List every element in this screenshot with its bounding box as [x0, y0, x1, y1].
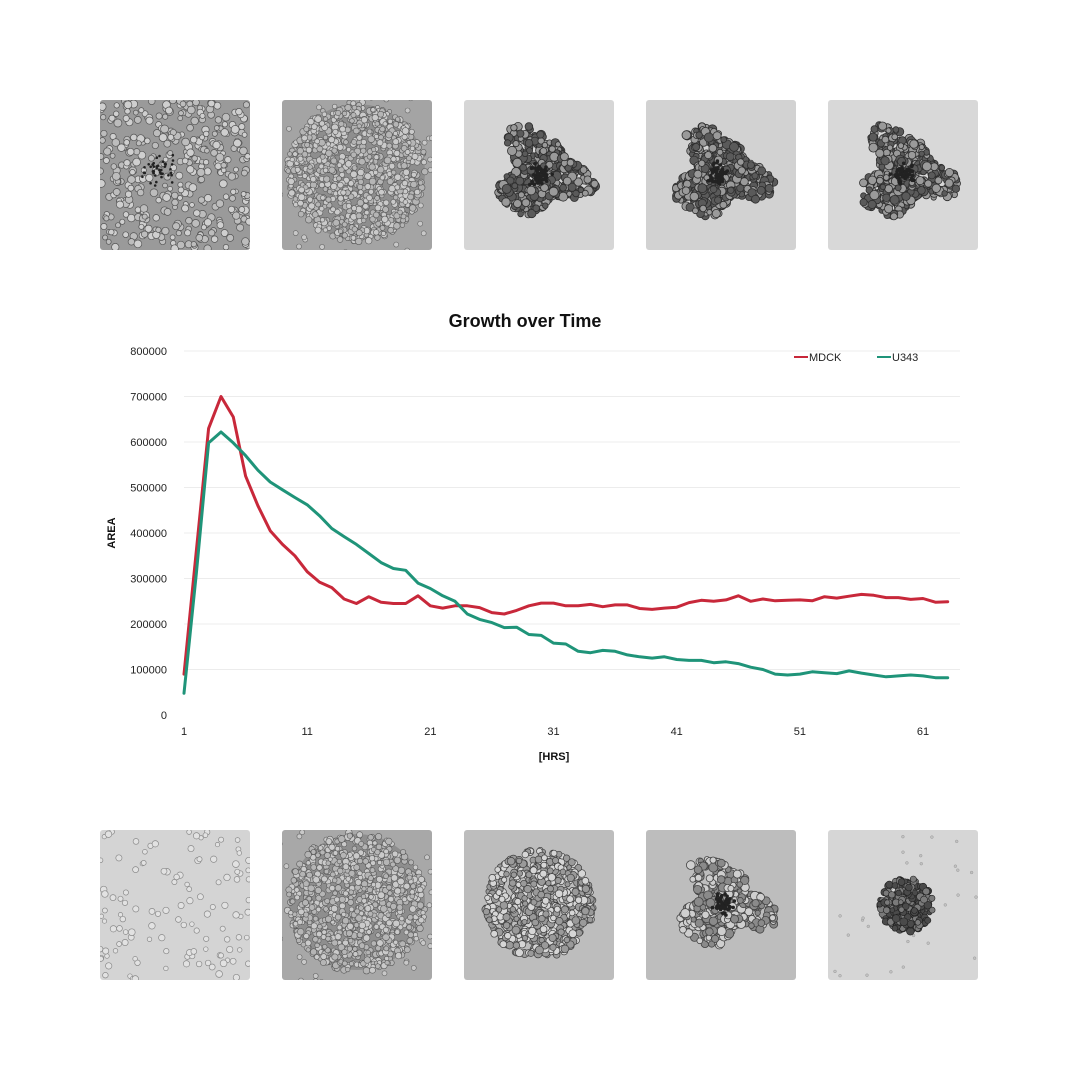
- x-axis-label: [HRS]: [539, 751, 570, 763]
- x-tick-label: 51: [794, 726, 806, 738]
- legend-label-mdck: MDCK: [809, 352, 842, 364]
- y-tick-label: 800000: [130, 346, 167, 358]
- gridlines: [184, 350, 960, 670]
- x-tick-label: 61: [917, 726, 929, 738]
- y-tick-label: 600000: [130, 437, 167, 449]
- mdck-hour-3-micrograph: [464, 100, 614, 250]
- growth-chart: Growth over Time 0 100000 200000 300000 4000…: [106, 311, 960, 763]
- mdck-hour-4-micrograph: [646, 100, 796, 250]
- micrograph-image: [464, 830, 614, 980]
- x-tick-label: 1: [181, 726, 187, 738]
- y-axis-label: AREA: [106, 517, 118, 548]
- series-lines: [182, 395, 950, 695]
- y-tick-label: 300000: [130, 574, 167, 586]
- micrograph-image: [646, 830, 796, 980]
- micrograph-image: [828, 100, 978, 250]
- series-line-u343: [182, 430, 950, 695]
- series-line-mdck: [182, 395, 950, 676]
- bottom-micrograph-row: [100, 830, 978, 980]
- u343-hour-1-micrograph: [100, 830, 250, 980]
- micrograph-image: [828, 830, 978, 980]
- u343-hour-2-micrograph: [282, 830, 432, 980]
- micrograph-image: [282, 100, 432, 250]
- x-tick-label: 11: [301, 726, 312, 738]
- micrograph-image: [282, 830, 432, 980]
- y-tick-label: 200000: [130, 619, 167, 631]
- u343-hour-5-micrograph: [828, 830, 978, 980]
- chart-title: Growth over Time: [449, 311, 602, 331]
- x-tick-label: 21: [424, 726, 436, 738]
- y-tick-label: 400000: [130, 528, 167, 540]
- x-tick-labels: 1 11 21 31 41 51 61: [181, 726, 929, 738]
- micrograph-image: [100, 830, 250, 980]
- y-tick-labels: 0 100000 200000 300000 400000 500000 600000 700…: [130, 346, 167, 722]
- u343-hour-3-micrograph: [464, 830, 614, 980]
- mdck-hour-2-micrograph: [282, 100, 432, 250]
- mdck-hour-1-micrograph: [100, 100, 250, 250]
- y-tick-label: 700000: [130, 392, 167, 404]
- micrograph-image: [464, 100, 614, 250]
- y-tick-label: 500000: [130, 483, 167, 495]
- x-tick-label: 31: [547, 726, 559, 738]
- mdck-hour-5-micrograph: [828, 100, 978, 250]
- y-tick-label: 0: [161, 710, 167, 722]
- x-tick-label: 41: [671, 726, 683, 738]
- chart-legend: MDCK U343: [794, 352, 918, 364]
- u343-hour-4-micrograph: [646, 830, 796, 980]
- micrograph-image: [100, 100, 250, 250]
- legend-label-u343: U343: [892, 352, 918, 364]
- top-micrograph-row: [100, 100, 978, 250]
- micrograph-image: [646, 100, 796, 250]
- y-tick-label: 100000: [130, 665, 167, 677]
